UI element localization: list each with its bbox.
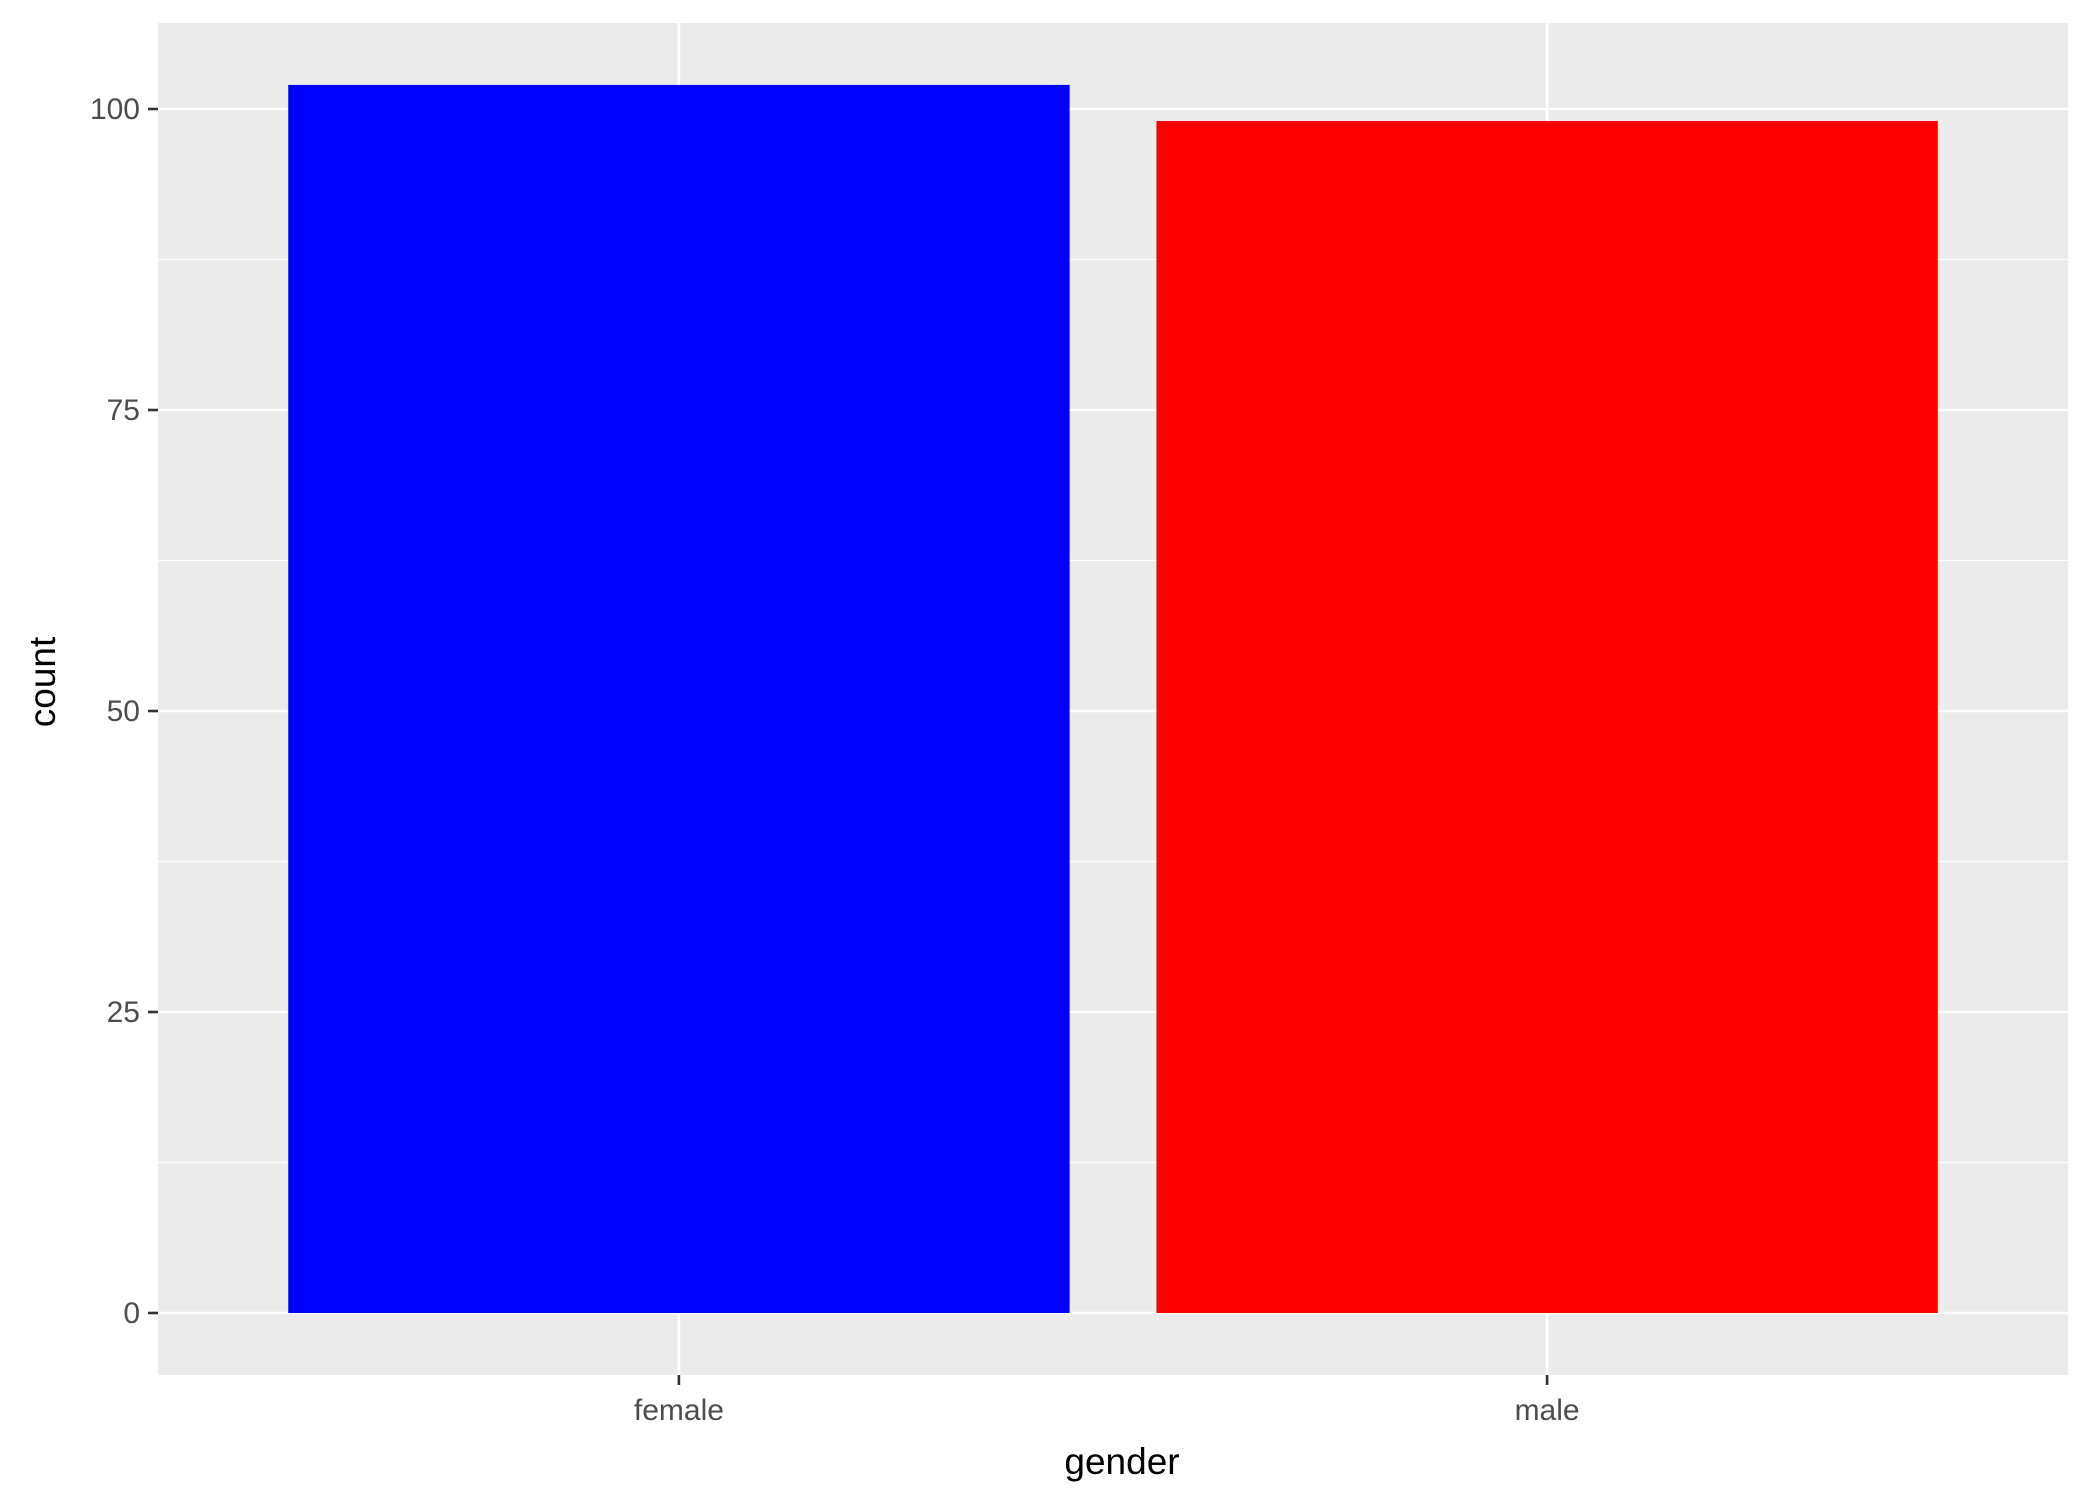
y-axis: 0 25 50 75 100 <box>90 93 158 1330</box>
x-axis: female male <box>634 1375 1580 1427</box>
bars <box>288 84 1938 1313</box>
bar-female <box>288 84 1070 1313</box>
x-axis-title: gender <box>1064 1441 1179 1482</box>
y-tick-label: 50 <box>107 695 140 728</box>
y-tick-label: 25 <box>107 996 140 1029</box>
y-tick-label: 75 <box>107 394 140 427</box>
x-tick-label: female <box>634 1394 724 1427</box>
y-tick-label: 100 <box>90 93 140 126</box>
y-axis-title: count <box>22 636 63 727</box>
y-tick-label: 0 <box>123 1297 140 1330</box>
bar-male <box>1156 121 1938 1313</box>
x-tick-label: male <box>1515 1394 1580 1427</box>
